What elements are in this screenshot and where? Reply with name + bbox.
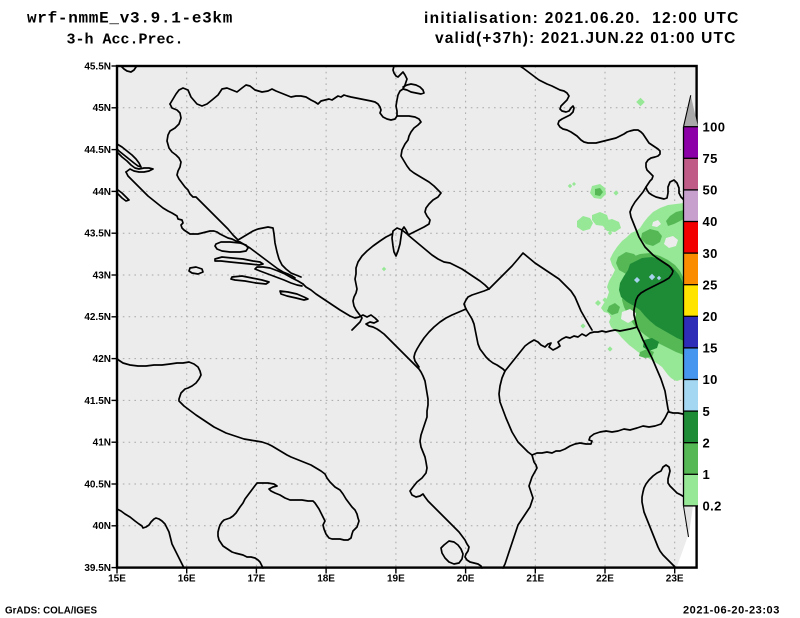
svg-text:initialisation: 2021.06.20. 1: initialisation: 2021.06.20. 12:00 UTC bbox=[424, 10, 740, 27]
svg-text:20: 20 bbox=[703, 309, 718, 324]
svg-text:18E: 18E bbox=[317, 574, 335, 585]
svg-text:43N: 43N bbox=[93, 270, 111, 281]
svg-text:21E: 21E bbox=[526, 574, 544, 585]
svg-text:30: 30 bbox=[703, 246, 718, 261]
svg-text:15E: 15E bbox=[108, 574, 126, 585]
svg-text:5: 5 bbox=[703, 404, 711, 419]
svg-text:16E: 16E bbox=[178, 574, 196, 585]
svg-text:40: 40 bbox=[703, 214, 718, 229]
svg-text:100: 100 bbox=[703, 119, 726, 134]
svg-text:2021-06-20-23:03: 2021-06-20-23:03 bbox=[683, 605, 780, 617]
svg-text:45N: 45N bbox=[93, 103, 111, 114]
svg-text:0.2: 0.2 bbox=[703, 499, 722, 514]
svg-text:1: 1 bbox=[703, 467, 711, 482]
svg-text:42.5N: 42.5N bbox=[84, 312, 111, 323]
svg-text:43.5N: 43.5N bbox=[84, 229, 111, 240]
svg-text:2: 2 bbox=[703, 435, 711, 450]
svg-text:41N: 41N bbox=[93, 438, 111, 449]
svg-text:23E: 23E bbox=[666, 574, 684, 585]
svg-text:44N: 44N bbox=[93, 187, 111, 198]
svg-text:42N: 42N bbox=[93, 354, 111, 365]
svg-text:45.5N: 45.5N bbox=[84, 61, 111, 72]
svg-text:40.5N: 40.5N bbox=[84, 479, 111, 490]
svg-text:75: 75 bbox=[703, 151, 718, 166]
svg-text:17E: 17E bbox=[248, 574, 266, 585]
svg-text:10: 10 bbox=[703, 372, 718, 387]
svg-text:3-h Acc.Prec.: 3-h Acc.Prec. bbox=[67, 32, 184, 49]
svg-text:25: 25 bbox=[703, 277, 718, 292]
svg-text:19E: 19E bbox=[387, 574, 405, 585]
svg-text:22E: 22E bbox=[596, 574, 614, 585]
svg-text:41.5N: 41.5N bbox=[84, 396, 111, 407]
svg-text:valid(+37h): 2021.JUN.22 01:00: valid(+37h): 2021.JUN.22 01:00 UTC bbox=[435, 30, 736, 47]
svg-text:20E: 20E bbox=[457, 574, 475, 585]
svg-text:wrf-nmmE_v3.9.1-e3km: wrf-nmmE_v3.9.1-e3km bbox=[27, 10, 233, 28]
svg-text:15: 15 bbox=[703, 341, 718, 356]
svg-text:50: 50 bbox=[703, 183, 718, 198]
svg-text:39.5N: 39.5N bbox=[84, 563, 111, 574]
svg-text:44.5N: 44.5N bbox=[84, 145, 111, 156]
svg-text:GrADS: COLA/IGES: GrADS: COLA/IGES bbox=[5, 606, 97, 617]
svg-text:40N: 40N bbox=[93, 521, 111, 532]
